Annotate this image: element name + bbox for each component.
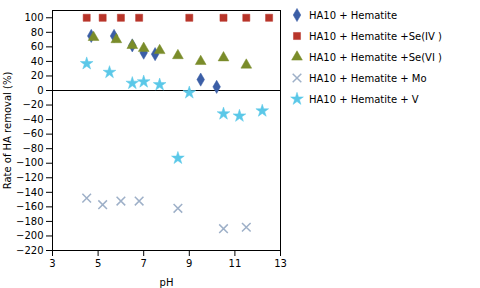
html-text:HA10 + Hematite +Se(IV ): HA10 + Hematite +Se(IV )	[309, 30, 442, 42]
svg-text:20: 20	[31, 70, 44, 81]
svg-text:0: 0	[37, 85, 43, 96]
svg-text:60: 60	[31, 41, 44, 52]
svg-text:−160: −160	[16, 201, 43, 212]
svg-text:−180: −180	[16, 216, 43, 227]
svg-text:40: 40	[31, 56, 44, 67]
svg-text:−20: −20	[22, 99, 43, 110]
svg-text:9: 9	[186, 258, 192, 269]
svg-text:11: 11	[229, 258, 242, 269]
svg-text:3: 3	[49, 258, 55, 269]
svg-text:7: 7	[141, 258, 147, 269]
svg-text:−60: −60	[22, 128, 43, 139]
svg-text:pH: pH	[160, 277, 174, 288]
svg-text:−80: −80	[22, 143, 43, 154]
html-text:HA10 + Hematite + Mo: HA10 + Hematite + Mo	[309, 72, 427, 84]
svg-text:80: 80	[31, 27, 44, 38]
svg-text:−200: −200	[16, 230, 43, 241]
html-text:HA10 + Hematite + V: HA10 + Hematite + V	[309, 93, 419, 105]
svg-text:−40: −40	[22, 114, 43, 125]
svg-text:−220: −220	[16, 245, 43, 256]
svg-text:−140: −140	[16, 187, 43, 198]
html-text:HA10 + Hematite: HA10 + Hematite	[309, 9, 398, 21]
svg-text:−100: −100	[16, 157, 43, 168]
svg-text:13: 13	[274, 258, 287, 269]
svg-text:100: 100	[24, 12, 43, 23]
svg-text:5: 5	[95, 258, 101, 269]
html-text:HA10 + Hematite +Se(VI ): HA10 + Hematite +Se(VI )	[309, 51, 442, 63]
svg-text:Rate of HA removal (%): Rate of HA removal (%)	[2, 72, 13, 190]
svg-text:−120: −120	[16, 172, 43, 183]
